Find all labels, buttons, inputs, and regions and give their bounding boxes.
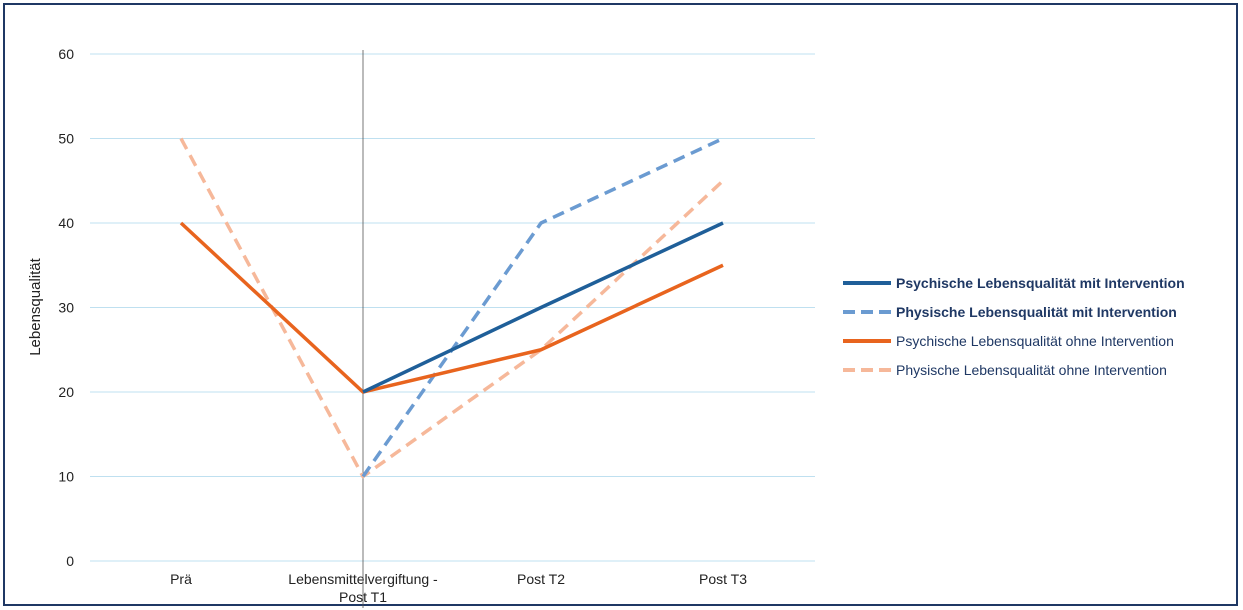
y-axis-label: Lebensqualität <box>27 257 44 355</box>
y-tick-label: 30 <box>58 300 74 316</box>
y-tick-label: 40 <box>58 215 74 231</box>
series-lines <box>179 136 725 479</box>
gridlines <box>90 53 815 562</box>
legend: Psychische Lebensqualität mit Interventi… <box>843 275 1185 378</box>
series-line-3 <box>179 221 724 394</box>
y-tick-label: 50 <box>58 131 74 147</box>
x-tick-label: Post T3 <box>699 571 747 587</box>
y-tick-label: 0 <box>66 553 74 569</box>
legend-label: Physische Lebensqualität ohne Interventi… <box>896 362 1167 378</box>
series-line-1 <box>362 221 724 394</box>
legend-label: Physische Lebensqualität mit Interventio… <box>896 304 1177 320</box>
chart-frame <box>3 3 1238 606</box>
y-tick-label: 60 <box>58 46 74 62</box>
x-tick-label: Post T2 <box>517 571 565 587</box>
x-tick-label: Prä <box>170 571 192 587</box>
legend-label: Psychische Lebensqualität ohne Intervent… <box>896 333 1174 349</box>
series-line-2 <box>361 136 724 478</box>
y-tick-label: 10 <box>58 469 74 485</box>
legend-label: Psychische Lebensqualität mit Interventi… <box>896 275 1185 291</box>
y-tick-label: 20 <box>58 384 74 400</box>
y-axis-ticks: 0 10 20 30 40 50 60 <box>58 46 74 569</box>
